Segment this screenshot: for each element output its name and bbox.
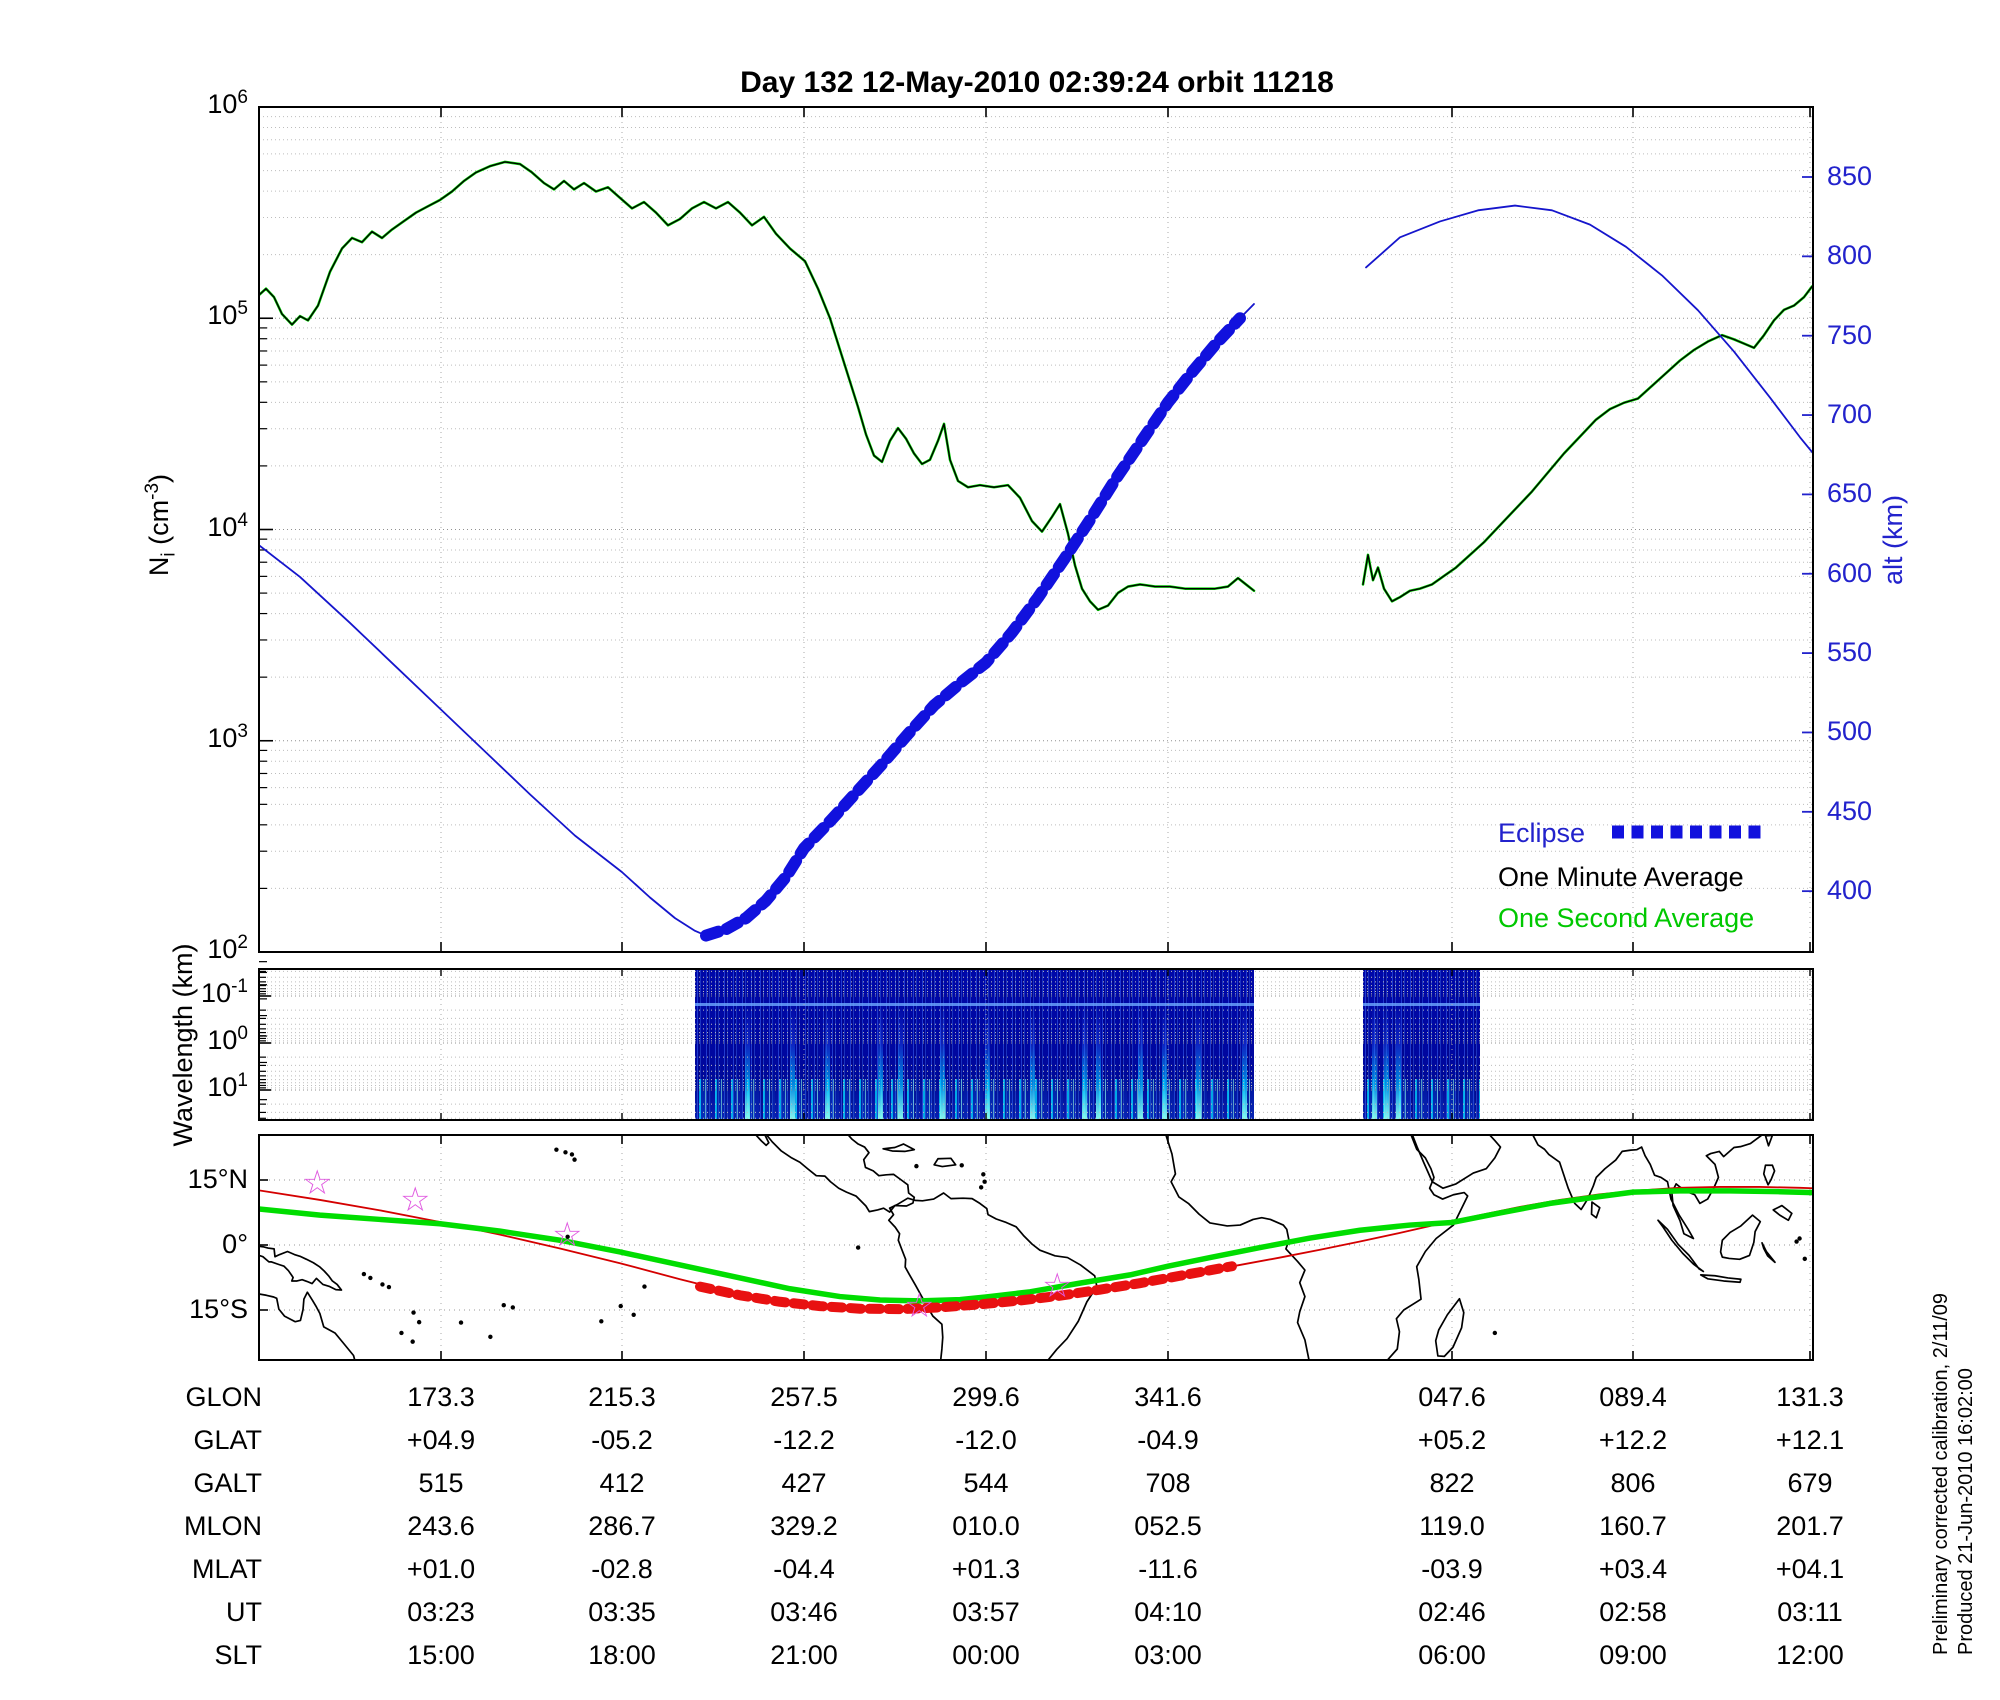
island-dot: [1802, 1256, 1807, 1262]
coastline-path: [1762, 1164, 1776, 1186]
island-dot: [488, 1334, 493, 1340]
density-panel-curves: [259, 160, 1813, 942]
island-dot: [618, 1303, 623, 1309]
coastline-path: [1165, 1135, 1310, 1360]
coastline-path: [1434, 1297, 1465, 1358]
island-dot: [982, 1179, 987, 1184]
island-dot: [959, 1163, 964, 1168]
ground-track-line: [259, 1188, 1813, 1304]
island-dot: [599, 1319, 604, 1324]
coastline-path: [882, 1143, 916, 1153]
island-dot: [386, 1284, 392, 1290]
island-dot: [410, 1339, 415, 1344]
island-dot: [855, 1245, 861, 1250]
coastline-path: [887, 1192, 1098, 1360]
island-dot: [458, 1320, 464, 1325]
density-panel-grid: [259, 107, 1813, 953]
map-ticks: [259, 1135, 1811, 1360]
coastline-path: [1386, 1135, 1469, 1360]
island-dot: [380, 1282, 385, 1287]
coastline-path: [1699, 1274, 1742, 1284]
coastline-path: [259, 1291, 356, 1360]
island-dot: [981, 1172, 986, 1177]
island-dot: [368, 1275, 373, 1281]
island-dot: [1797, 1236, 1802, 1241]
island-dot: [572, 1157, 577, 1162]
coastline-path: [1764, 1135, 1774, 1147]
wavelength-panel-grid: [259, 969, 1813, 1120]
map-grid: [259, 1135, 1813, 1360]
coastline-path: [765, 1135, 916, 1213]
spectrogram-layer: [260, 970, 1814, 1119]
island-dot: [914, 1163, 919, 1169]
coastline-path: [1761, 1241, 1776, 1264]
island-dot: [554, 1147, 559, 1152]
coastline-path: [1719, 1214, 1762, 1261]
coastline-path: [1411, 1135, 1502, 1190]
island-dot: [510, 1305, 516, 1310]
island-dot: [563, 1150, 568, 1155]
island-dot: [361, 1271, 367, 1277]
coastline-path: [259, 1245, 343, 1291]
map-panel-box: [258, 1134, 1814, 1361]
island-dot: [642, 1284, 647, 1289]
eclipse-track-dashed: [695, 1261, 1237, 1315]
coastline-path: [933, 1157, 957, 1168]
wavelength-panel-box: [258, 968, 1814, 1121]
island-dot: [1794, 1239, 1799, 1244]
island-dot: [569, 1152, 575, 1157]
density-panel-ticks: [259, 106, 1813, 1101]
coastline-path: [1772, 1204, 1793, 1222]
spectrogram-block: [695, 970, 1254, 1119]
island-dot: [416, 1319, 422, 1325]
map-content: [259, 1135, 1813, 1360]
wavelength-panel-ticks: [259, 969, 1811, 1120]
island-dot: [399, 1330, 404, 1336]
coastline-path: [1590, 1201, 1601, 1219]
island-dot: [411, 1310, 416, 1315]
coastline-path: [1657, 1219, 1705, 1273]
spectrogram-block: [1363, 970, 1480, 1119]
island-dot: [1492, 1330, 1498, 1336]
island-dot: [631, 1312, 636, 1317]
island-dot: [501, 1303, 506, 1308]
island-dot: [565, 1234, 570, 1239]
density-panel-box: [258, 106, 1814, 953]
coastline-path: [1531, 1135, 1763, 1240]
coastline-path: [754, 1135, 770, 1147]
island-dot: [978, 1185, 984, 1190]
